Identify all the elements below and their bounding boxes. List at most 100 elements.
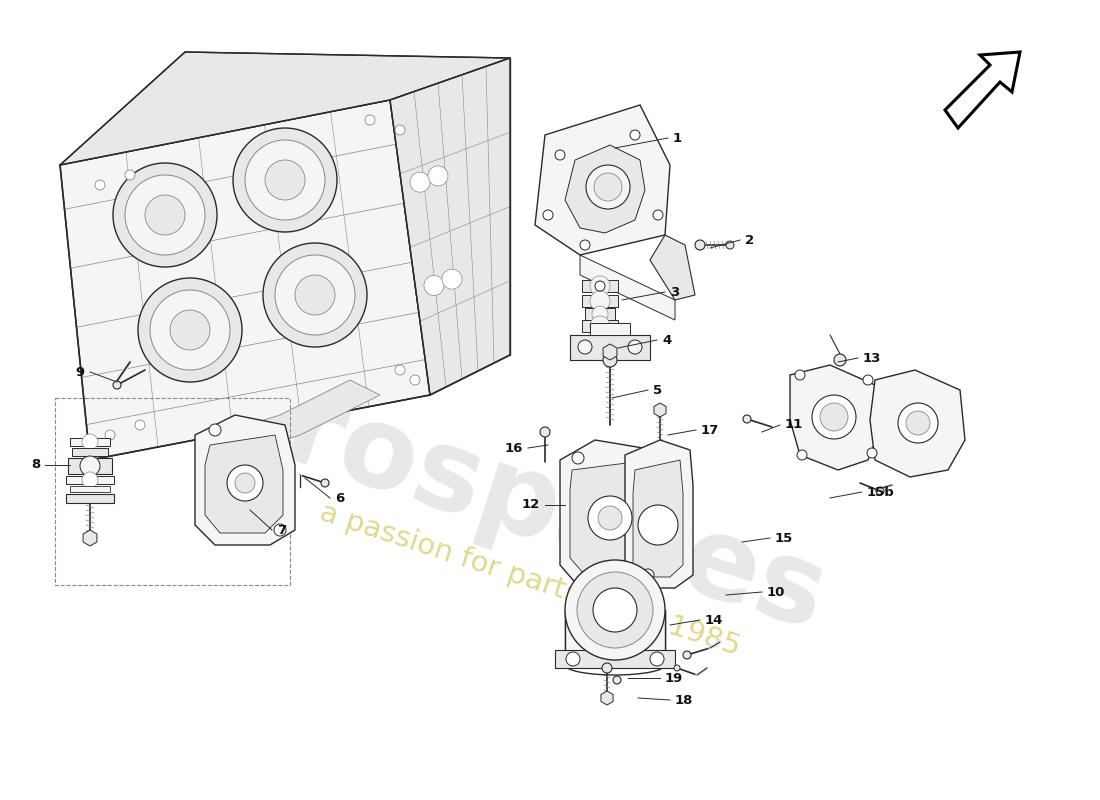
Circle shape [876,487,884,495]
Polygon shape [570,460,653,575]
Polygon shape [72,448,108,456]
Text: 7: 7 [277,523,286,537]
Circle shape [864,375,873,385]
Circle shape [695,240,705,250]
Circle shape [820,403,848,431]
Circle shape [566,652,580,666]
Polygon shape [580,255,675,320]
Circle shape [209,424,221,436]
Circle shape [235,473,255,493]
Text: a passion for parts since 1985: a passion for parts since 1985 [316,498,744,662]
Text: 8: 8 [31,458,40,471]
Circle shape [742,415,751,423]
Circle shape [125,175,205,255]
Circle shape [145,195,185,235]
Polygon shape [603,344,617,360]
Circle shape [598,506,622,530]
Circle shape [580,240,590,250]
Circle shape [603,353,617,367]
Polygon shape [560,440,666,588]
Circle shape [113,381,121,389]
Text: 13: 13 [864,351,881,365]
Polygon shape [535,105,670,255]
Circle shape [95,180,104,190]
Circle shape [556,150,565,160]
Circle shape [82,434,98,450]
Polygon shape [582,320,618,332]
Polygon shape [70,438,110,446]
Circle shape [365,115,375,125]
Polygon shape [84,530,97,546]
Circle shape [602,663,612,673]
Circle shape [565,560,666,660]
Circle shape [543,210,553,220]
Circle shape [410,375,420,385]
Circle shape [245,140,324,220]
Circle shape [113,163,217,267]
Text: 10: 10 [767,586,785,598]
Polygon shape [556,650,675,668]
Circle shape [683,651,691,659]
Polygon shape [66,476,114,484]
Circle shape [395,365,405,375]
Circle shape [274,524,286,536]
Text: 6: 6 [336,491,344,505]
Circle shape [867,448,877,458]
Circle shape [135,420,145,430]
Circle shape [586,165,630,209]
Text: 1: 1 [673,131,682,145]
Text: 17: 17 [701,423,719,437]
Circle shape [104,430,116,440]
Circle shape [138,278,242,382]
Circle shape [295,275,336,315]
Polygon shape [66,494,114,503]
Circle shape [812,395,856,439]
Polygon shape [790,365,880,470]
Circle shape [540,427,550,437]
Circle shape [321,479,329,487]
Text: 5: 5 [653,383,662,397]
Circle shape [594,173,621,201]
Circle shape [588,496,632,540]
Text: 14: 14 [705,614,724,626]
Circle shape [590,291,610,311]
Circle shape [275,255,355,335]
Polygon shape [653,403,667,417]
Circle shape [650,652,664,666]
Polygon shape [565,145,645,233]
Polygon shape [195,415,295,545]
Circle shape [263,243,367,347]
Circle shape [428,166,448,186]
Polygon shape [632,460,683,577]
Polygon shape [570,335,650,360]
Polygon shape [582,295,618,307]
Circle shape [593,588,637,632]
Text: 4: 4 [662,334,671,346]
Text: eurospares: eurospares [120,326,839,654]
Polygon shape [200,380,380,462]
Circle shape [150,290,230,370]
Circle shape [798,450,807,460]
Circle shape [642,569,654,581]
Circle shape [638,505,678,545]
Circle shape [595,281,605,291]
Polygon shape [582,280,618,292]
Circle shape [578,572,653,648]
Circle shape [674,665,680,671]
Text: 12: 12 [521,498,540,511]
Circle shape [170,310,210,350]
Circle shape [628,340,642,354]
Polygon shape [60,52,510,165]
Polygon shape [565,610,666,665]
Polygon shape [60,100,430,460]
Text: 11: 11 [785,418,803,431]
Text: 18: 18 [675,694,693,706]
Polygon shape [601,691,613,705]
Circle shape [410,172,430,192]
Circle shape [653,210,663,220]
Circle shape [578,340,592,354]
Text: 3: 3 [670,286,680,298]
Circle shape [630,130,640,140]
Circle shape [424,275,444,295]
Text: 15: 15 [776,531,793,545]
